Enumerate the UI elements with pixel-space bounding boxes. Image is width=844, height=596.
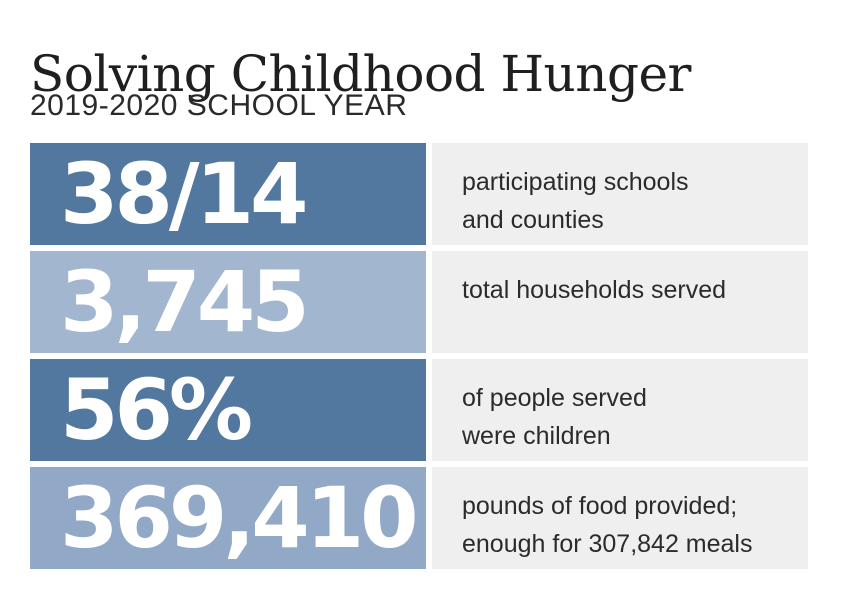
stat-description-line: pounds of food provided; (462, 492, 738, 520)
stat-value: 3,745 (60, 253, 310, 351)
stat-description-cell: participating schools and counties (432, 143, 808, 245)
stat-description: participating schools and counties (462, 163, 808, 239)
stat-value-cell: 3,745 (30, 251, 426, 353)
stat-value: 369,410 (60, 469, 419, 567)
stat-value: 56% (60, 361, 253, 459)
stat-description: pounds of food provided; enough for 307,… (462, 487, 808, 563)
page-subtitle: 2019-2020 SCHOOL YEAR (30, 89, 408, 122)
row-divider (426, 359, 432, 461)
stats-table: 38/14 participating schools and counties… (30, 143, 808, 569)
row-divider (426, 143, 432, 245)
row-divider (426, 251, 432, 353)
stat-description-cell: of people served were children (432, 359, 808, 461)
stat-value: 38/14 (60, 145, 308, 243)
stat-description-line: were children (462, 422, 611, 450)
stat-value-cell: 369,410 (30, 467, 426, 569)
stat-row-food: 369,410 pounds of food provided; enough … (30, 467, 808, 569)
row-divider (426, 467, 432, 569)
stat-description-cell: pounds of food provided; enough for 307,… (432, 467, 808, 569)
stat-description-line: total households served (462, 276, 727, 304)
stat-description-line: enough for 307,842 meals (462, 530, 753, 558)
stat-description-line: of people served (462, 384, 647, 412)
stat-value-cell: 56% (30, 359, 426, 461)
stat-description-line: and counties (462, 206, 604, 234)
stat-description-line: participating schools (462, 168, 689, 196)
stat-description: of people served were children (462, 379, 808, 455)
stat-row-households: 3,745 total households served (30, 251, 808, 353)
stat-description-cell: total households served (432, 251, 808, 353)
stat-description: total households served (462, 271, 808, 309)
page-title: Solving Childhood Hunger (30, 44, 691, 103)
stat-row-children: 56% of people served were children (30, 359, 808, 461)
stat-value-cell: 38/14 (30, 143, 426, 245)
stat-row-schools-counties: 38/14 participating schools and counties (30, 143, 808, 245)
